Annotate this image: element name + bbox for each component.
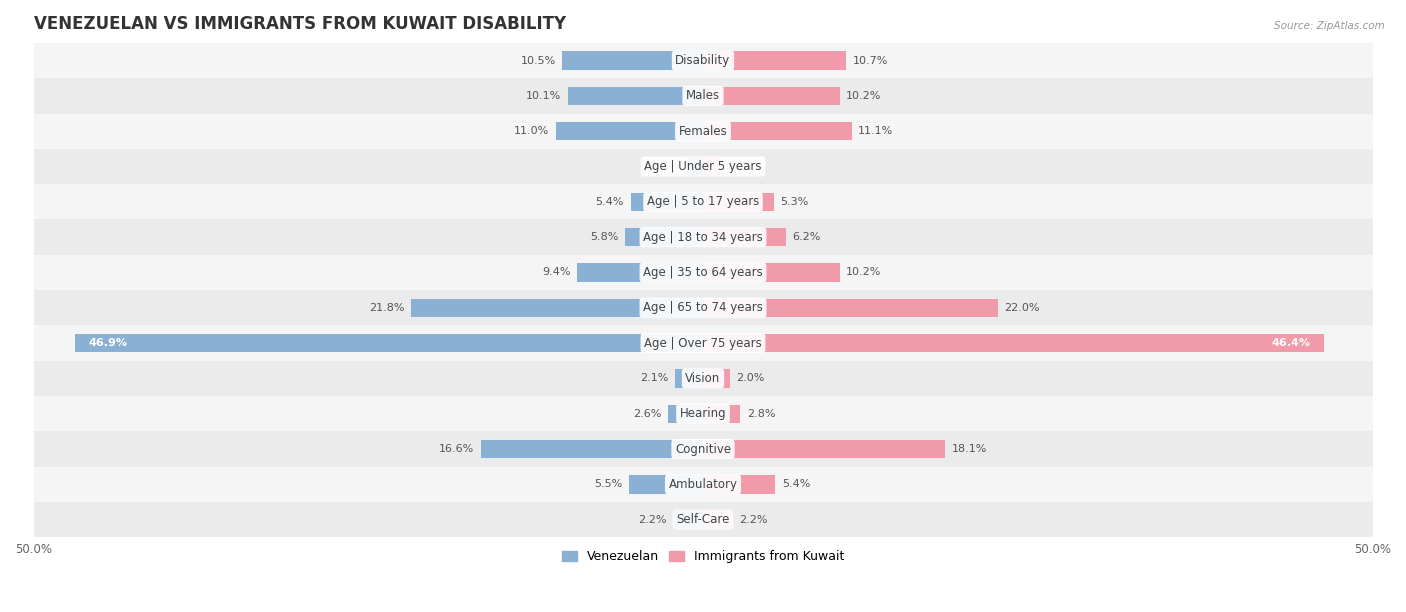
- Text: 2.6%: 2.6%: [633, 409, 661, 419]
- Bar: [703, 87, 839, 105]
- Bar: [34, 290, 1372, 326]
- Text: 5.8%: 5.8%: [591, 232, 619, 242]
- Bar: [631, 193, 703, 211]
- Text: VENEZUELAN VS IMMIGRANTS FROM KUWAIT DISABILITY: VENEZUELAN VS IMMIGRANTS FROM KUWAIT DIS…: [34, 15, 565, 33]
- Legend: Venezuelan, Immigrants from Kuwait: Venezuelan, Immigrants from Kuwait: [557, 545, 849, 568]
- Bar: [411, 299, 703, 317]
- Bar: [703, 263, 839, 282]
- Text: Disability: Disability: [675, 54, 731, 67]
- Text: Age | 65 to 74 years: Age | 65 to 74 years: [643, 301, 763, 314]
- Bar: [34, 502, 1372, 537]
- Bar: [34, 149, 1372, 184]
- Bar: [703, 475, 775, 493]
- Text: 5.4%: 5.4%: [782, 479, 810, 490]
- Bar: [703, 510, 733, 529]
- Text: 22.0%: 22.0%: [1004, 303, 1040, 313]
- Text: 16.6%: 16.6%: [439, 444, 474, 454]
- Text: Ambulatory: Ambulatory: [668, 478, 738, 491]
- Bar: [75, 334, 703, 353]
- Bar: [626, 228, 703, 246]
- Text: Source: ZipAtlas.com: Source: ZipAtlas.com: [1274, 21, 1385, 31]
- Bar: [703, 228, 786, 246]
- Bar: [34, 431, 1372, 467]
- Text: 10.2%: 10.2%: [846, 91, 882, 101]
- Bar: [34, 396, 1372, 431]
- Bar: [703, 440, 945, 458]
- Text: Females: Females: [679, 125, 727, 138]
- Text: Cognitive: Cognitive: [675, 442, 731, 455]
- Text: 11.0%: 11.0%: [513, 126, 548, 136]
- Text: 5.5%: 5.5%: [595, 479, 623, 490]
- Text: Vision: Vision: [685, 372, 721, 385]
- Text: Age | 35 to 64 years: Age | 35 to 64 years: [643, 266, 763, 279]
- Bar: [576, 263, 703, 282]
- Text: 10.5%: 10.5%: [520, 56, 555, 65]
- Text: Males: Males: [686, 89, 720, 102]
- Bar: [703, 157, 718, 176]
- Bar: [34, 113, 1372, 149]
- Text: 18.1%: 18.1%: [952, 444, 987, 454]
- Text: 2.0%: 2.0%: [737, 373, 765, 383]
- Bar: [562, 51, 703, 70]
- Bar: [703, 299, 998, 317]
- Text: 1.2%: 1.2%: [725, 162, 754, 171]
- Text: 5.3%: 5.3%: [780, 197, 808, 207]
- Text: Age | Under 5 years: Age | Under 5 years: [644, 160, 762, 173]
- Bar: [34, 220, 1372, 255]
- Bar: [703, 51, 846, 70]
- Text: Age | Over 75 years: Age | Over 75 years: [644, 337, 762, 349]
- Text: 10.1%: 10.1%: [526, 91, 561, 101]
- Text: 9.4%: 9.4%: [541, 267, 571, 277]
- Text: 2.1%: 2.1%: [640, 373, 668, 383]
- Text: Age | 5 to 17 years: Age | 5 to 17 years: [647, 195, 759, 208]
- Text: Self-Care: Self-Care: [676, 513, 730, 526]
- Text: 10.2%: 10.2%: [846, 267, 882, 277]
- Text: Age | 18 to 34 years: Age | 18 to 34 years: [643, 231, 763, 244]
- Text: 10.7%: 10.7%: [853, 56, 889, 65]
- Bar: [673, 510, 703, 529]
- Bar: [34, 467, 1372, 502]
- Bar: [703, 405, 741, 423]
- Bar: [568, 87, 703, 105]
- Bar: [34, 184, 1372, 220]
- Bar: [555, 122, 703, 140]
- Text: 46.9%: 46.9%: [89, 338, 128, 348]
- Text: 2.8%: 2.8%: [747, 409, 776, 419]
- Bar: [34, 43, 1372, 78]
- Bar: [703, 193, 773, 211]
- Bar: [675, 369, 703, 387]
- Bar: [481, 440, 703, 458]
- Text: 1.2%: 1.2%: [652, 162, 681, 171]
- Bar: [34, 78, 1372, 113]
- Bar: [703, 334, 1324, 353]
- Text: 11.1%: 11.1%: [858, 126, 894, 136]
- Text: 5.4%: 5.4%: [596, 197, 624, 207]
- Bar: [668, 405, 703, 423]
- Bar: [34, 360, 1372, 396]
- Bar: [34, 255, 1372, 290]
- Bar: [703, 369, 730, 387]
- Bar: [703, 122, 852, 140]
- Bar: [34, 326, 1372, 360]
- Text: Hearing: Hearing: [679, 407, 727, 420]
- Text: 6.2%: 6.2%: [793, 232, 821, 242]
- Bar: [688, 157, 703, 176]
- Text: 2.2%: 2.2%: [740, 515, 768, 524]
- Bar: [630, 475, 703, 493]
- Text: 2.2%: 2.2%: [638, 515, 666, 524]
- Text: 21.8%: 21.8%: [368, 303, 405, 313]
- Text: 46.4%: 46.4%: [1272, 338, 1310, 348]
